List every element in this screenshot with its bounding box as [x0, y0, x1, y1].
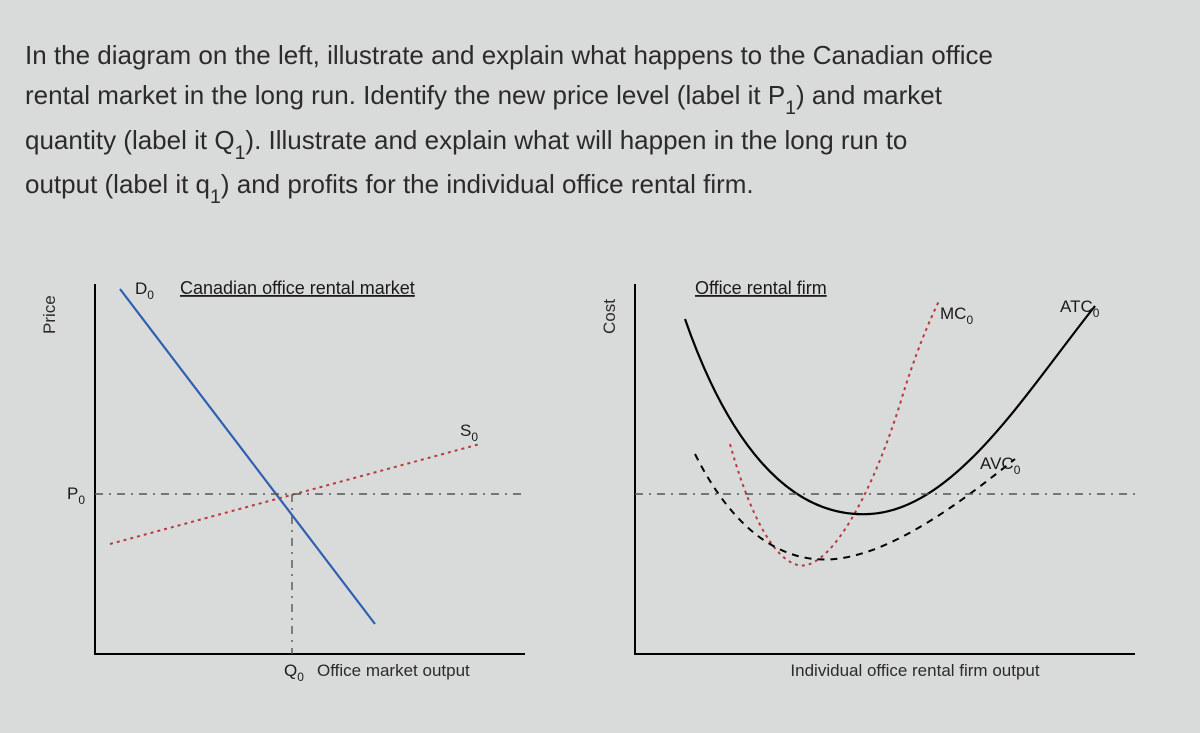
diagrams-row: Price Canadian office rental market D0 S…	[25, 264, 1175, 704]
firm-svg: Cost Office rental firm MC0 ATC0	[585, 264, 1165, 704]
q-line4a: output (label it q	[25, 169, 210, 199]
firm-axes	[635, 284, 1135, 654]
q-sub1: 1	[785, 97, 796, 119]
q-sub3: 1	[210, 186, 221, 208]
s0-label: S0	[460, 421, 478, 444]
firm-ylabel: Cost	[600, 298, 619, 333]
q-line2b: ) and market	[796, 80, 942, 110]
atc-label: ATC0	[1060, 297, 1100, 320]
q-line1: In the diagram on the left, illustrate a…	[25, 40, 993, 70]
market-title: Canadian office rental market	[180, 278, 415, 298]
page-container: In the diagram on the left, illustrate a…	[0, 0, 1200, 714]
firm-title: Office rental firm	[695, 278, 827, 298]
mc-label: MC0	[940, 304, 973, 327]
market-panel: Price Canadian office rental market D0 S…	[25, 264, 565, 704]
question-text: In the diagram on the left, illustrate a…	[25, 35, 1175, 209]
firm-xlabel: Individual office rental firm output	[790, 661, 1039, 680]
q-sub2: 1	[235, 142, 246, 164]
avc-curve	[695, 454, 1015, 560]
market-xlabel: Office market output	[317, 661, 470, 680]
d0-label: D0	[135, 279, 154, 302]
mc-curve	[730, 299, 940, 566]
market-svg: Price Canadian office rental market D0 S…	[25, 264, 565, 704]
avc-label: AVC0	[980, 454, 1021, 477]
firm-panel: Cost Office rental firm MC0 ATC0	[585, 264, 1165, 704]
q-line2a: rental market in the long run. Identify …	[25, 80, 785, 110]
q-line3a: quantity (label it Q	[25, 125, 235, 155]
q-line4b: ) and profits for the individual office …	[221, 169, 754, 199]
q-line3b: ). Illustrate and explain what will happ…	[245, 125, 907, 155]
q0-label: Q0	[284, 661, 304, 684]
demand-curve	[120, 289, 375, 624]
market-ylabel: Price	[40, 295, 59, 334]
atc-curve	[685, 306, 1095, 514]
p0-label: P0	[67, 484, 85, 507]
